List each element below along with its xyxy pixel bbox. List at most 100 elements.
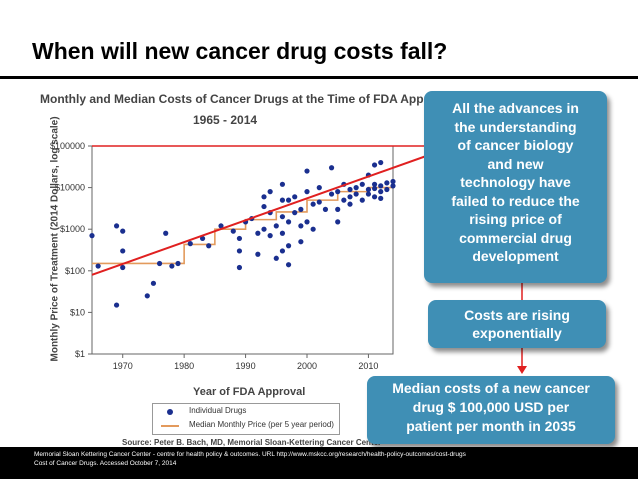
projection-arrow-head [517, 366, 527, 374]
drug-point [255, 251, 261, 257]
drug-point [150, 280, 157, 286]
drug-point [261, 194, 267, 200]
drug-point [316, 199, 322, 205]
drug-point [390, 178, 396, 185]
drug-point [273, 255, 279, 261]
x-axis-label: Year of FDA Approval [193, 386, 306, 398]
drug-point [310, 201, 316, 207]
drug-point [371, 194, 378, 200]
callout-median-line: drug $ 100,000 USD per [412, 399, 570, 415]
drug-point [328, 165, 335, 171]
drug-point [353, 191, 359, 197]
drug-point [279, 181, 286, 187]
drug-point [365, 191, 372, 197]
y-tick-label: $10000 [55, 183, 85, 193]
plot-svg: $100000 $10000 $1000 $100 $10 $1 1970 1980 1990 2… [50, 141, 527, 374]
chart-title: Monthly and Median Costs of Cancer Drugs… [40, 92, 453, 106]
slide-title: When will new cancer drug costs fall? [32, 38, 448, 64]
drug-point [95, 263, 101, 269]
chart-subtitle: 1965 - 2014 [193, 113, 258, 127]
footer-citation: Memorial Sloan Kettering Cancer Center -… [34, 451, 466, 458]
median-step-line [92, 186, 393, 265]
drug-point [378, 183, 384, 189]
callout-advances-line: and new [487, 155, 544, 172]
drug-point [236, 264, 243, 271]
callout-median: Median costs of a new cancer drug $ 100,… [367, 376, 615, 444]
callout-rising-line: exponentially [472, 325, 562, 341]
drug-point [261, 226, 267, 232]
drug-point [273, 223, 279, 229]
x-tick-label: 2000 [297, 361, 317, 371]
drug-point [371, 181, 378, 187]
drug-point [347, 186, 353, 193]
footer-bar: Memorial Sloan Kettering Cancer Center -… [0, 447, 638, 479]
trend-line [91, 145, 455, 276]
drug-point [378, 189, 384, 195]
callout-median-line: patient per month in 2035 [406, 418, 576, 434]
drug-point [365, 186, 372, 193]
drug-point [113, 302, 120, 308]
drug-point [169, 263, 175, 269]
drug-point [120, 248, 126, 254]
drug-point [298, 239, 304, 245]
x-tick-label: 1990 [236, 361, 256, 371]
drug-point [304, 189, 310, 195]
callout-rising-line: Costs are rising [464, 307, 570, 323]
drug-point [298, 206, 304, 212]
drug-point [175, 260, 181, 267]
drug-point [371, 185, 378, 192]
y-tick-label: $100 [65, 266, 85, 276]
drug-point [279, 197, 286, 203]
drug-point [335, 219, 341, 225]
y-tick-label: $10 [70, 307, 85, 317]
legend-line-marker [161, 425, 179, 427]
drug-point [371, 162, 378, 168]
callout-rising: Costs are rising exponentially [428, 300, 606, 348]
drug-point [359, 197, 365, 203]
legend-item-individual: Individual Drugs [189, 406, 247, 415]
callout-advances-line: of cancer biology [457, 137, 574, 153]
chart: Monthly and Median Costs of Cancer Drugs… [30, 86, 630, 450]
callout-advances-line: failed to reduce the [451, 192, 580, 209]
drug-point [304, 168, 310, 174]
drug-point [378, 195, 384, 202]
drug-point [187, 241, 193, 247]
callout-advances-line: All the advances in [452, 100, 579, 116]
drug-point [384, 180, 390, 186]
drug-point [206, 243, 212, 249]
drug-point [359, 181, 365, 187]
legend-item-median: Median Monthly Price (per 5 year period) [189, 420, 334, 429]
drug-point [347, 201, 353, 207]
drug-point [156, 260, 163, 267]
footer-accessed: Cost of Cancer Drugs. Accessed October 7… [34, 460, 177, 467]
drug-point [316, 185, 322, 191]
drug-point [285, 243, 292, 249]
drug-point [285, 262, 292, 268]
drug-point [120, 228, 126, 234]
drug-point [304, 219, 310, 225]
drug-point [335, 189, 341, 195]
drug-point [89, 233, 95, 239]
drug-point [292, 210, 298, 216]
title-rule [0, 76, 638, 79]
drug-point [292, 194, 298, 200]
drug-point [236, 235, 243, 242]
drug-point [335, 206, 341, 212]
legend: Individual Drugs Median Monthly Price (p… [152, 403, 340, 435]
drug-point [120, 264, 126, 271]
x-tick-label: 2010 [358, 361, 378, 371]
drug-point [236, 248, 243, 254]
drug-point [285, 219, 292, 225]
callout-advances-line: development [472, 248, 559, 264]
callout-advances-line: technology have [460, 174, 571, 190]
drug-point [347, 194, 353, 200]
drug-point [384, 186, 390, 193]
drug-point [353, 185, 359, 191]
legend-dot-marker [167, 409, 173, 415]
drug-point [199, 235, 206, 242]
drug-point [279, 248, 286, 254]
drug-point [267, 233, 273, 239]
drug-point [285, 197, 292, 203]
drug-point [255, 230, 261, 236]
callout-median-line: Median costs of a new cancer [392, 380, 590, 396]
